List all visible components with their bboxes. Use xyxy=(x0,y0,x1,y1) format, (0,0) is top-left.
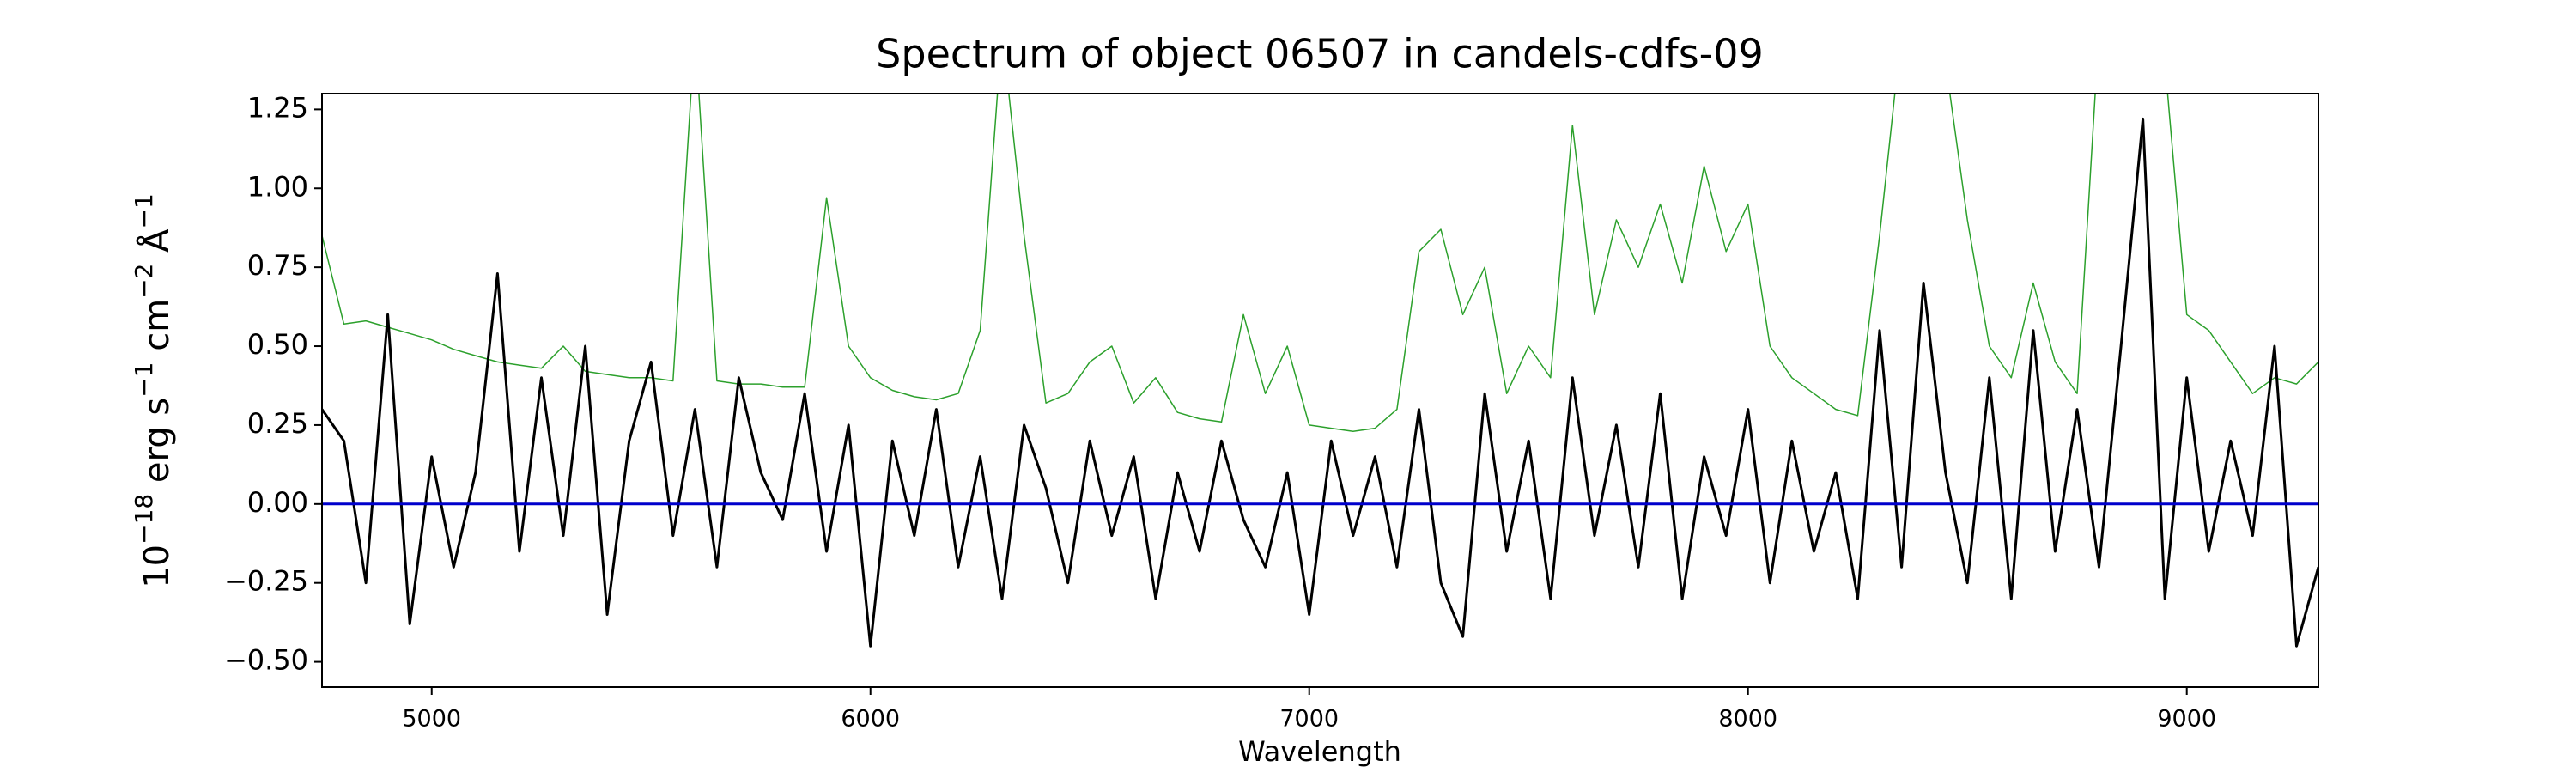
y-axis-label-superscript: −18 xyxy=(130,494,158,545)
y-tick-label: 0.50 xyxy=(247,328,308,361)
y-tick-label: 0.25 xyxy=(247,407,308,440)
axes-frame xyxy=(321,93,2319,688)
x-tick-label: 5000 xyxy=(402,706,461,733)
plot-area xyxy=(322,94,2318,648)
x-tick-label: 7000 xyxy=(1279,706,1339,733)
y-axis-label-superscript: −1 xyxy=(130,193,158,228)
x-tick-label: 6000 xyxy=(841,706,900,733)
y-axis-label-part: 10 xyxy=(137,545,177,588)
y-axis-label-part: Å xyxy=(136,228,177,264)
y-axis-label-part: cm xyxy=(137,299,177,362)
y-tick-label: 1.25 xyxy=(247,91,308,124)
y-tick-label: −0.50 xyxy=(224,644,308,677)
y-axis-label: 10−18 erg s−1 cm−2 Å−1 xyxy=(130,193,177,588)
chart-title: Spectrum of object 06507 in candels-cdfs… xyxy=(876,31,1764,77)
y-tick-label: 1.00 xyxy=(247,170,308,203)
x-tick-label: 8000 xyxy=(1718,706,1777,733)
y-tick-label: 0.00 xyxy=(247,486,308,519)
y-tick-label: −0.25 xyxy=(224,565,308,598)
spectrum-line xyxy=(322,117,2318,648)
y-tick-label: 0.75 xyxy=(247,249,308,282)
y-axis-label-superscript: −1 xyxy=(130,362,158,398)
y-axis-label-part: erg s xyxy=(137,398,177,494)
x-tick-label: 9000 xyxy=(2157,706,2216,733)
x-axis-label: Wavelength xyxy=(1238,735,1401,768)
y-axis-label-superscript: −2 xyxy=(130,264,158,299)
spectrum-line xyxy=(322,94,2318,433)
